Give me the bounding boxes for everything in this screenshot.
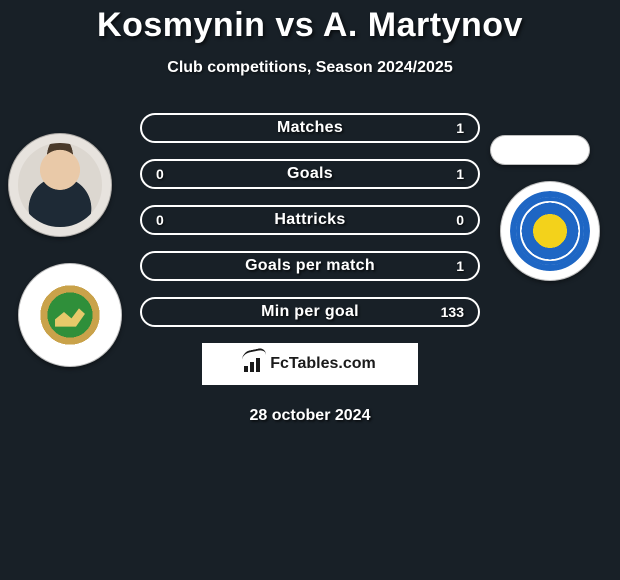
stat-label: Matches <box>277 119 343 137</box>
bar-chart-icon <box>244 356 264 372</box>
stat-label: Goals per match <box>245 257 375 275</box>
comparison-panel: Matches 1 0 Goals 1 0 Hattricks 0 Goals … <box>0 113 620 425</box>
season-subtitle: Club competitions, Season 2024/2025 <box>0 59 620 77</box>
stat-row: 0 Hattricks 0 <box>140 205 480 235</box>
stat-rows: Matches 1 0 Goals 1 0 Hattricks 0 Goals … <box>140 113 480 327</box>
brand-label: FcTables.com <box>270 355 376 373</box>
stat-left-value: 0 <box>156 166 164 182</box>
stat-left-value: 0 <box>156 212 164 228</box>
club-right-crest <box>500 181 600 281</box>
stat-row: Min per goal 133 <box>140 297 480 327</box>
stat-row: 0 Goals 1 <box>140 159 480 189</box>
stat-row: Matches 1 <box>140 113 480 143</box>
page-title: Kosmynin vs A. Martynov <box>0 0 620 45</box>
player-right-marker <box>490 135 590 165</box>
stat-label: Min per goal <box>261 303 359 321</box>
stat-right-value: 1 <box>456 120 464 136</box>
brand-badge[interactable]: FcTables.com <box>202 343 418 385</box>
stat-right-value: 1 <box>456 258 464 274</box>
club-left-crest <box>18 263 122 367</box>
player-left-avatar <box>8 133 112 237</box>
neman-crest-icon <box>28 273 111 356</box>
bate-crest-icon <box>510 191 590 271</box>
stat-label: Goals <box>287 165 333 183</box>
stat-label: Hattricks <box>274 211 345 229</box>
face-icon <box>18 143 101 226</box>
stat-right-value: 0 <box>456 212 464 228</box>
stat-right-value: 1 <box>456 166 464 182</box>
snapshot-date: 28 october 2024 <box>0 407 620 425</box>
stat-right-value: 133 <box>441 304 464 320</box>
stat-row: Goals per match 1 <box>140 251 480 281</box>
